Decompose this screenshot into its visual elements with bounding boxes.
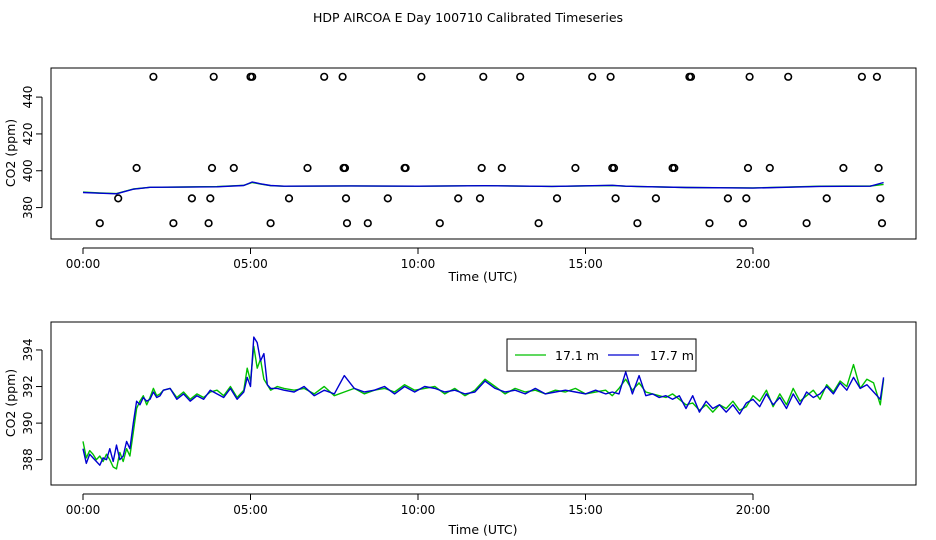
calibration-point: [534, 219, 543, 228]
calibration-point: [802, 219, 811, 228]
calibration-point: [743, 163, 753, 173]
calibration-point: [95, 219, 104, 228]
calibration-point: [417, 72, 426, 81]
calibration-point: [149, 72, 158, 81]
calibration-point: [209, 72, 218, 81]
bottom-x-tick-label: 05:00: [233, 503, 268, 517]
calibration-point: [822, 194, 831, 203]
calibration-point: [651, 194, 661, 203]
calibration-point: [206, 194, 215, 203]
calibration-point: [132, 163, 141, 173]
calibration-point: [169, 219, 178, 228]
calibration-point: [114, 194, 123, 203]
calibration-point: [363, 219, 372, 228]
calibration-point: [454, 194, 463, 203]
calibration-point: [633, 219, 642, 228]
top-x-tick-label: 10:00: [401, 257, 436, 271]
bottom-xlabel: Time (UTC): [447, 522, 517, 537]
legend-label-17-7m: 17.7 m: [650, 348, 694, 363]
calibration-point: [745, 72, 754, 81]
calibration-point: [435, 219, 444, 228]
calibration-point: [497, 163, 506, 173]
bottom-x-tick-label: 20:00: [736, 503, 771, 517]
bottom-series-line-0: [82, 345, 885, 470]
calibration-point: [742, 194, 751, 203]
bottom-y-tick-label: 388: [21, 448, 35, 471]
bottom-x-tick-label: 00:00: [66, 503, 101, 517]
bottom-y-tick-label: 394: [21, 338, 35, 361]
calibration-point: [877, 219, 887, 228]
calibration-point: [342, 219, 352, 228]
top-x-tick-label: 00:00: [66, 257, 101, 271]
calibration-point: [609, 163, 619, 173]
legend-label-17-1m: 17.1 m: [555, 348, 599, 363]
calibration-point: [552, 194, 562, 203]
calibration-point: [670, 163, 679, 173]
panel-bottom: 00:00 05:00 10:00 15:00 20:00 388 390 392 394 T…: [3, 321, 917, 537]
calibration-point: [723, 194, 733, 203]
calibration-point: [872, 72, 882, 81]
calibration-point: [765, 163, 774, 173]
calibration-point: [876, 194, 885, 203]
top-x-tick-label: 20:00: [736, 257, 771, 271]
calibration-point: [341, 194, 351, 203]
top-y-tick-label: 440: [21, 86, 35, 109]
calibration-point: [187, 194, 196, 203]
panel-top: 00:00 05:00 10:00 15:00 20:00 380 400 420 440 T…: [3, 67, 917, 284]
calibration-point: [874, 163, 883, 173]
calibration-point: [516, 72, 525, 81]
calibration-point: [477, 163, 486, 173]
top-ylabel: CO2 (ppm): [3, 119, 18, 187]
calibration-point: [266, 219, 275, 228]
figure-title: HDP AIRCOA E Day 100710 Calibrated Times…: [313, 10, 623, 25]
top-x-tick-label: 15:00: [568, 257, 603, 271]
calibration-point: [857, 72, 867, 81]
calibration-point: [588, 72, 597, 81]
calibration-point: [284, 194, 294, 203]
top-y-tick-label: 420: [21, 122, 35, 145]
top-xlabel: Time (UTC): [447, 269, 517, 284]
bottom-x-tick-label: 10:00: [401, 503, 436, 517]
calibration-point: [686, 72, 696, 81]
calibration-point: [784, 72, 793, 81]
calibration-point: [571, 163, 580, 173]
panel-bottom-frame: [50, 321, 917, 486]
panel-top-frame: [50, 67, 917, 240]
calibration-point: [320, 72, 329, 81]
calibration-point: [401, 163, 410, 173]
calibration-point: [338, 72, 347, 81]
bottom-ylabel: CO2 (ppm): [3, 369, 18, 437]
bottom-y-tick-label: 390: [21, 412, 35, 435]
calibration-point: [606, 72, 615, 81]
bottom-x-tick-label: 15:00: [568, 503, 603, 517]
calibration-point: [738, 219, 748, 228]
calibration-point: [229, 163, 238, 173]
calibration-point: [248, 72, 257, 81]
top-x-tick-label: 05:00: [233, 257, 268, 271]
bottom-y-tick-label: 392: [21, 375, 35, 398]
calibration-point: [303, 163, 312, 173]
calibration-point: [479, 72, 488, 81]
legend: 17.1 m 17.7 m: [506, 338, 697, 372]
calibration-point: [204, 219, 213, 228]
calibration-point: [207, 163, 217, 173]
calibration-point: [475, 194, 485, 203]
bottom-series-line-1: [82, 336, 885, 466]
calibration-point: [705, 219, 714, 228]
top-y-tick-label: 400: [21, 159, 35, 182]
top-y-tick-label: 380: [21, 196, 35, 219]
calibration-point: [839, 163, 848, 173]
calibration-point: [383, 194, 392, 203]
top-series-line-1: [82, 181, 884, 195]
calibration-point: [340, 163, 350, 173]
calibration-point: [611, 194, 620, 203]
